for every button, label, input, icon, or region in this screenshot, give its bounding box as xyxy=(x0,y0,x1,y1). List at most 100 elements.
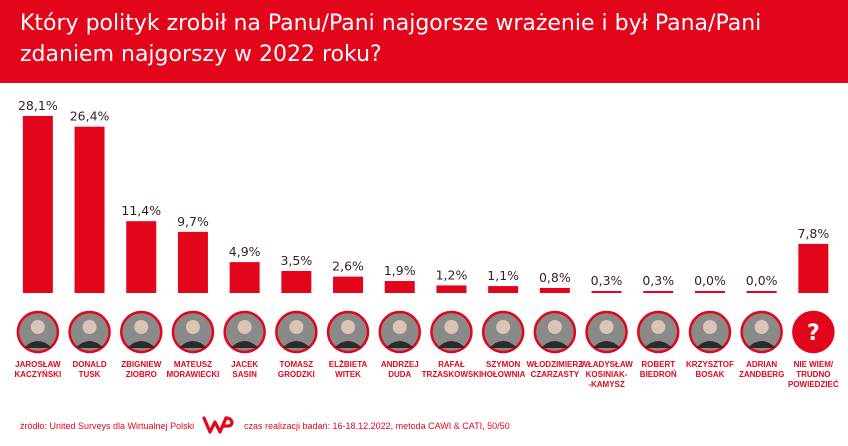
data-label: 11,4% xyxy=(121,203,161,218)
source-note: źródło: United Surveys dla Wirtualnej Po… xyxy=(20,421,195,431)
category-label: WŁODZIMIERZ xyxy=(527,360,584,369)
category-label: TUSK xyxy=(79,370,101,379)
category-label: TOMASZ xyxy=(280,360,314,369)
category-label: MORAWIECKI xyxy=(167,370,220,379)
category-label: POWIEDZIEĆ xyxy=(788,380,839,389)
survey-meta: czas realizacji badań: 16-18.12.2022, me… xyxy=(244,421,510,431)
category-label: ZANDBERG xyxy=(739,370,784,379)
category-label: SASIN xyxy=(232,370,257,379)
bar xyxy=(436,285,467,293)
category-label: KOSINIAK- xyxy=(586,370,628,379)
portrait-shoulders xyxy=(644,341,673,348)
bar xyxy=(281,270,312,293)
portrait-shoulders xyxy=(282,341,311,348)
portrait-shoulders xyxy=(540,341,569,348)
data-label: 0,3% xyxy=(591,273,623,288)
data-label: 4,9% xyxy=(229,244,261,259)
header-banner: Który polityk zrobił na Panu/Pani najgor… xyxy=(0,0,848,83)
data-label: 28,1% xyxy=(18,98,58,113)
data-label: 9,7% xyxy=(177,214,209,229)
category-label: ZIOBRO xyxy=(126,370,157,379)
portrait-shoulders xyxy=(437,341,466,348)
portrait-head xyxy=(702,320,717,334)
portrait-head xyxy=(82,320,97,334)
title-line-2: zdaniem najgorszy w 2022 roku? xyxy=(20,42,382,67)
question-mark: ? xyxy=(807,321,820,346)
category-label: TRUDNO xyxy=(796,370,830,379)
category-label: ROBERT xyxy=(641,360,675,369)
data-label: 0,8% xyxy=(539,270,571,285)
footer: źródło: United Surveys dla Wirtualnej Po… xyxy=(20,416,840,434)
portrait-head xyxy=(547,320,562,334)
bar xyxy=(798,243,829,293)
data-label: 1,2% xyxy=(436,267,468,282)
bar xyxy=(177,231,208,293)
portrait-head xyxy=(237,320,252,334)
bar xyxy=(643,291,674,293)
portrait-head xyxy=(134,320,149,334)
data-label: 2,6% xyxy=(332,259,364,274)
category-label: ANDRZEJ xyxy=(381,360,419,369)
category-label: SZYMON xyxy=(486,360,520,369)
bar xyxy=(22,115,53,293)
category-label: DUDA xyxy=(388,370,411,379)
portrait-shoulders xyxy=(334,341,363,348)
bar xyxy=(694,291,725,293)
category-label: ADRIAN xyxy=(746,360,777,369)
category-label: BIEDROŃ xyxy=(640,370,677,379)
bar xyxy=(74,126,105,294)
bar xyxy=(384,281,415,293)
data-label: 1,1% xyxy=(487,268,519,283)
portrait-head xyxy=(341,320,356,334)
portrait-shoulders xyxy=(178,341,207,348)
category-label: KACZYŃSKI xyxy=(15,370,62,379)
bar xyxy=(126,221,157,293)
portrait-shoulders xyxy=(75,341,104,348)
category-label: CZARZASTY xyxy=(531,370,580,379)
category-label: GRODZKI xyxy=(278,370,315,379)
portrait-shoulders xyxy=(230,341,259,348)
portrait-shoulders xyxy=(385,341,414,348)
bar xyxy=(591,291,622,293)
category-label: KRZYSZTOF xyxy=(686,360,734,369)
portrait-shoulders xyxy=(592,341,621,348)
portrait-shoulders xyxy=(127,341,156,348)
category-label: MATEUSZ xyxy=(174,360,212,369)
portrait-head xyxy=(444,320,459,334)
portrait-shoulders xyxy=(23,341,52,348)
bar xyxy=(488,286,519,293)
data-label: 0,0% xyxy=(746,273,778,288)
category-label: ZBIGNIEW xyxy=(121,360,161,369)
portrait-shoulders xyxy=(489,341,518,348)
data-label: 7,8% xyxy=(797,226,829,241)
data-label: 26,4% xyxy=(70,109,110,124)
category-label: RAFAŁ xyxy=(438,360,465,369)
category-label: DONALD xyxy=(72,360,106,369)
bar xyxy=(746,291,777,293)
portrait-head xyxy=(289,320,304,334)
category-label: TRZASKOWSKI xyxy=(422,370,482,379)
category-label: -KAMYSZ xyxy=(588,380,625,389)
portrait-head xyxy=(30,320,45,334)
category-label: ELŻBIETA xyxy=(329,360,368,369)
data-label: 3,5% xyxy=(280,253,312,268)
portrait-head xyxy=(599,320,614,334)
data-label: 1,9% xyxy=(384,263,416,278)
bar xyxy=(333,276,364,293)
portrait-head xyxy=(651,320,666,334)
portrait-head xyxy=(496,320,511,334)
portrait-shoulders xyxy=(695,341,724,348)
portrait-head xyxy=(754,320,769,334)
bar xyxy=(539,287,570,293)
portrait-shoulders xyxy=(747,341,776,348)
question-icon xyxy=(792,310,835,354)
category-label: WŁADYSŁAW xyxy=(580,360,633,369)
data-label: 0,3% xyxy=(642,273,674,288)
bar xyxy=(229,262,260,293)
portrait-head xyxy=(392,320,407,334)
portrait-head xyxy=(185,320,200,334)
category-label: NIE WIEM/ xyxy=(794,360,834,369)
wp-logo-icon xyxy=(202,416,234,434)
chart-title: Który polityk zrobił na Panu/Pani najgor… xyxy=(20,8,820,70)
